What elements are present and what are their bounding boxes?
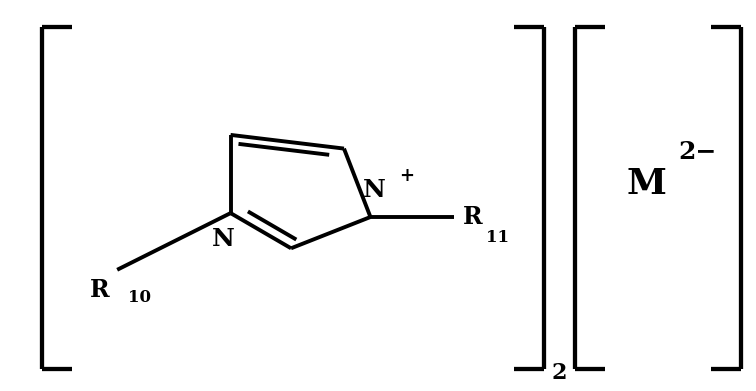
Text: 2: 2	[552, 362, 568, 384]
Text: R: R	[463, 205, 482, 229]
Text: M: M	[627, 167, 666, 201]
Text: N: N	[212, 226, 234, 251]
Text: R: R	[90, 278, 110, 301]
Text: 2−: 2−	[679, 140, 717, 165]
Text: +: +	[399, 167, 414, 185]
Text: 11: 11	[486, 229, 509, 246]
Text: N: N	[363, 178, 386, 203]
Text: 10: 10	[129, 289, 151, 305]
